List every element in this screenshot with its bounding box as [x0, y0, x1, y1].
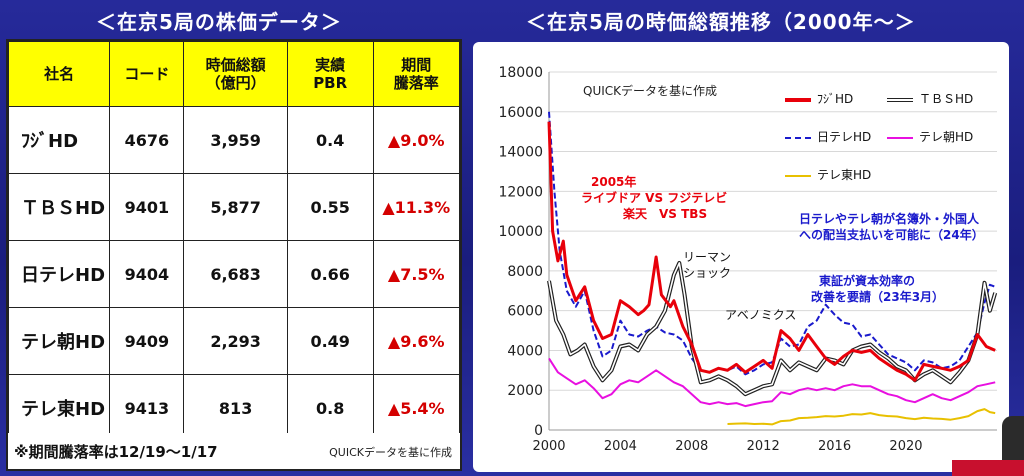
header-pbr: 実績 PBR — [286, 41, 374, 107]
pbr-value: 0.8 — [286, 374, 374, 442]
stock-data-table-panel: 社名 コード 時価総額 （億円） 実績 PBR 期間 騰落率 ﾌｼﾞHD 467… — [6, 39, 462, 471]
stock-code: 9409 — [109, 307, 185, 375]
market-cap-chart-title: ＜在京5局の時価総額推移（2000年～＞ — [526, 10, 916, 34]
source-note: QUICKデータを基に作成 — [329, 446, 452, 459]
y-tick-label: 10000 — [498, 224, 543, 240]
legend-swatch-tvasahi — [887, 136, 913, 139]
legend-label-ntv: 日テレHD — [817, 130, 872, 144]
x-tick-label: 2020 — [889, 439, 922, 454]
change-rate: ▲11.3% — [372, 173, 460, 241]
company-name: 日テレHD — [7, 240, 111, 308]
stock-code: 9413 — [109, 374, 185, 442]
annotation-livedoor: ライブドア VS フジテレビ — [581, 191, 728, 205]
legend-swatch-tvtokyo — [785, 174, 811, 177]
market-cap: 5,877 — [183, 173, 288, 241]
y-tick-label: 8000 — [507, 264, 543, 280]
stock-code: 9404 — [109, 240, 185, 308]
table-row: ＴＢＳHD 9401 5,877 0.55 ▲11.3% — [7, 173, 460, 241]
series-line-tvasahi — [548, 357, 996, 408]
table-row: ﾌｼﾞHD 4676 3,959 0.4 ▲9.0% — [7, 106, 460, 174]
market-cap: 2,293 — [183, 307, 288, 375]
change-rate: ▲7.5% — [372, 240, 460, 308]
legend-item-tvasahi: テレ朝HD — [887, 128, 973, 145]
change-rate: ▲5.4% — [372, 374, 460, 442]
table-row: テレ東HD 9413 813 0.8 ▲5.4% — [7, 374, 460, 442]
annotation-foreign-2: への配当支払いを可能に（24年） — [799, 228, 984, 242]
x-tick-label: 2008 — [675, 439, 708, 454]
table-header-row: 社名 コード 時価総額 （億円） 実績 PBR 期間 騰落率 — [7, 41, 460, 107]
company-name: ＴＢＳHD — [7, 173, 111, 241]
annotation-2005: 2005年 — [591, 175, 637, 189]
legend-label-tbs: ＴＢＳHD — [919, 92, 974, 106]
legend-item-tbs: ＴＢＳHD — [887, 90, 973, 107]
y-tick-label: 12000 — [498, 184, 543, 200]
market-cap: 3,959 — [183, 106, 288, 174]
pbr-value: 0.55 — [286, 173, 374, 241]
market-cap-chart: 0 2000 4000 6000 8000 10000 12000 14000 16000 180… — [473, 42, 1009, 472]
annotation-abenomics: アベノミクス — [725, 308, 797, 322]
table-footer: ※期間騰落率は12/19～1/17 QUICKデータを基に作成 — [8, 433, 460, 469]
chart-series — [547, 111, 998, 426]
annotation-rakuten: 楽天 VS TBS — [623, 207, 708, 221]
header-change: 期間 騰落率 — [372, 41, 460, 107]
footer-tag — [952, 460, 1024, 476]
legend-swatch-fuji — [785, 97, 811, 102]
x-tick-label: 2000 — [532, 439, 565, 454]
legend-label-tvasahi: テレ朝HD — [919, 130, 974, 144]
legend-label-fuji: ﾌｼﾞHD — [817, 92, 854, 106]
header-code: コード — [109, 41, 185, 107]
y-tick-label: 4000 — [507, 343, 543, 359]
stock-data-table: 社名 コード 時価総額 （億円） 実績 PBR 期間 騰落率 ﾌｼﾞHD 467… — [7, 41, 460, 442]
chart-source-note: QUICKデータを基に作成 — [583, 84, 718, 98]
legend-swatch-tbs — [887, 97, 913, 102]
annotation-tse-2: 改善を要請（23年3月） — [811, 290, 945, 304]
header-company: 社名 — [7, 41, 111, 107]
pbr-value: 0.49 — [286, 307, 374, 375]
annotation-lehman-1: リーマン — [683, 250, 732, 264]
x-tick-label: 2004 — [604, 439, 637, 454]
x-tick-label: 2016 — [818, 439, 851, 454]
y-tick-label: 2000 — [507, 383, 543, 399]
change-rate: ▲9.0% — [372, 106, 460, 174]
header-market-cap: 時価総額 （億円） — [183, 41, 288, 107]
legend-item-tvtokyo: テレ東HD — [785, 166, 871, 183]
legend-label-tvtokyo: テレ東HD — [817, 168, 872, 182]
market-cap: 6,683 — [183, 240, 288, 308]
company-name: ﾌｼﾞHD — [7, 106, 111, 174]
annotation-tse-1: 東証が資本効率の — [819, 274, 916, 288]
chart-svg: 0200040006000800010000120001400016000180… — [498, 65, 998, 454]
pbr-value: 0.66 — [286, 240, 374, 308]
series-line-tbs — [547, 260, 998, 397]
table-row: テレ朝HD 9409 2,293 0.49 ▲9.6% — [7, 307, 460, 375]
series-line-fuji — [547, 121, 996, 382]
x-tick-label: 2012 — [747, 439, 780, 454]
period-note: ※期間騰落率は12/19～1/17 — [14, 443, 218, 461]
company-name: テレ東HD — [7, 374, 111, 442]
y-tick-label: 14000 — [498, 145, 543, 161]
legend-swatch-ntv — [785, 136, 811, 139]
stock-code: 9401 — [109, 173, 185, 241]
stock-data-title: ＜在京5局の株価データ＞ — [96, 10, 342, 34]
legend-item-ntv: 日テレHD — [785, 128, 871, 145]
chart-axes: 0200040006000800010000120001400016000180… — [498, 65, 997, 454]
y-tick-label: 16000 — [498, 105, 543, 121]
annotation-foreign-1: 日テレやテレ朝が名簿外・外国人 — [799, 212, 980, 226]
company-name: テレ朝HD — [7, 307, 111, 375]
change-rate: ▲9.6% — [372, 307, 460, 375]
legend-item-fuji: ﾌｼﾞHD — [785, 90, 853, 107]
annotation-lehman-2: ショック — [683, 266, 732, 280]
series-line-tvtokyo — [727, 408, 996, 426]
table-row: 日テレHD 9404 6,683 0.66 ▲7.5% — [7, 240, 460, 308]
y-tick-label: 0 — [534, 423, 543, 439]
stock-code: 4676 — [109, 106, 185, 174]
market-cap: 813 — [183, 374, 288, 442]
y-tick-label: 18000 — [498, 65, 543, 81]
y-tick-label: 6000 — [507, 304, 543, 320]
series-line-tbs-inner — [548, 262, 996, 395]
pbr-value: 0.4 — [286, 106, 374, 174]
